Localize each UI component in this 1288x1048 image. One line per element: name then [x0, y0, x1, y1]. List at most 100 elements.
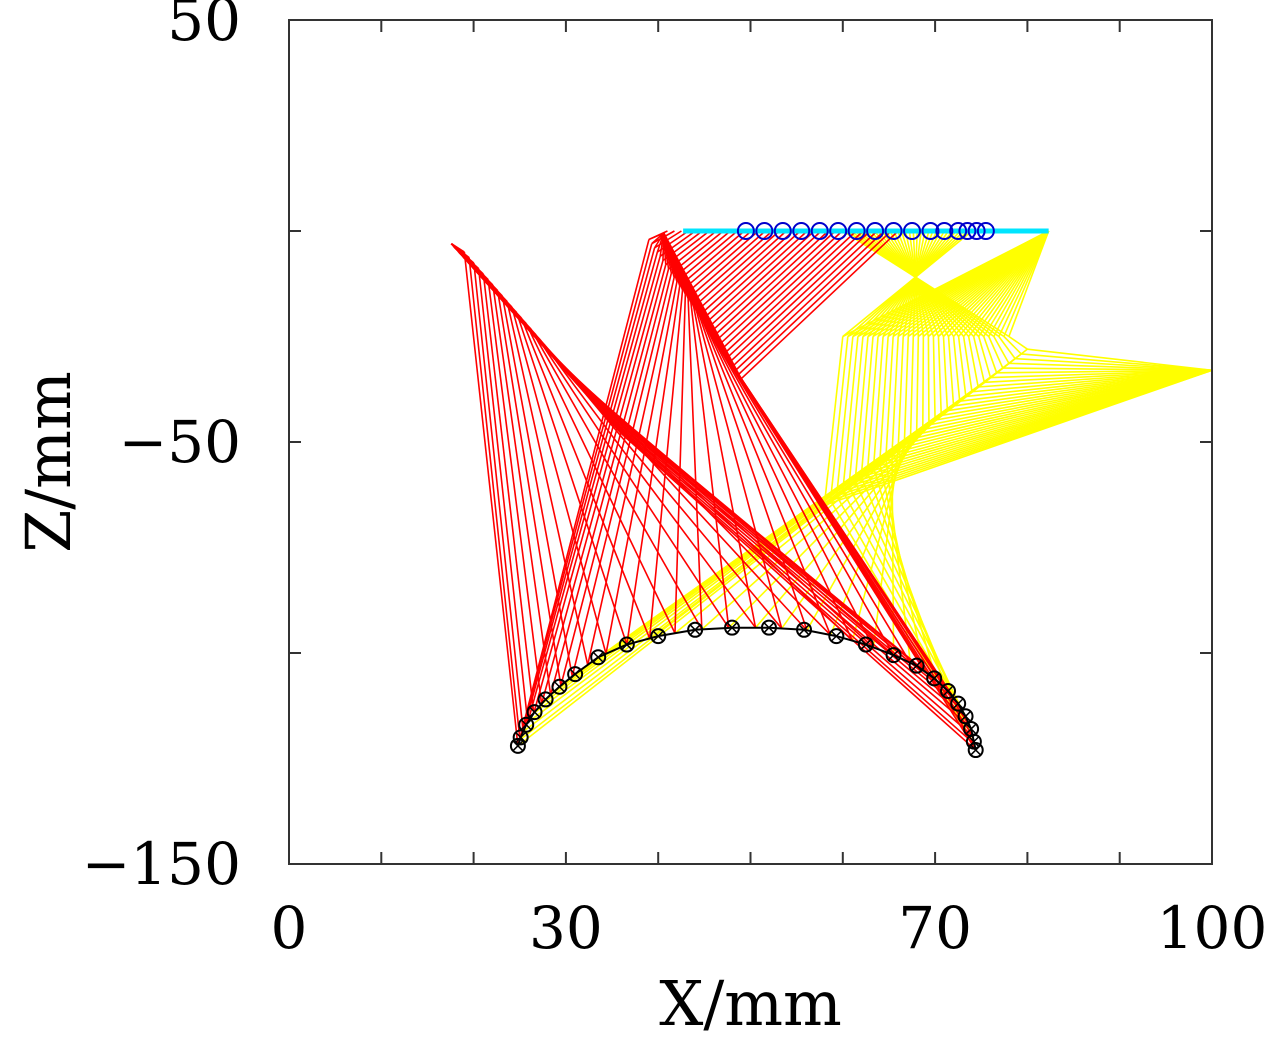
red-link-line — [712, 230, 829, 338]
red-link-line — [473, 263, 524, 732]
red-link-line — [723, 230, 857, 354]
yellow-link-line — [932, 336, 936, 421]
y-axis-label: Z/mm — [12, 371, 85, 553]
yellow-link-line — [962, 336, 973, 392]
red-link-line — [582, 388, 938, 682]
trajectory-point-cross — [942, 685, 954, 697]
trajectory-point-cross — [592, 651, 604, 663]
trajectory-point-cross — [965, 723, 977, 735]
red-link-line — [530, 328, 703, 630]
red-link-line — [729, 230, 871, 363]
joint-marker — [847, 222, 866, 240]
x-tick-label: 70 — [898, 894, 972, 962]
yellow-link-line — [942, 336, 949, 411]
x-tick-label: 100 — [1157, 894, 1268, 962]
trajectory-point-cross — [553, 681, 565, 693]
red-link-line — [517, 239, 650, 747]
red-link-line — [698, 315, 808, 631]
yellow-link-line — [878, 336, 889, 463]
red-link-line — [695, 230, 787, 312]
red-link-line — [620, 432, 977, 751]
red-link-line — [519, 243, 653, 740]
red-link-line — [606, 416, 971, 728]
trajectory-point — [967, 742, 984, 759]
red-link-line — [506, 301, 589, 666]
yellow-link-line — [848, 336, 864, 487]
trajectory-point-cross — [888, 649, 900, 661]
trajectory-point-cross — [763, 622, 775, 634]
red-link-line — [740, 378, 977, 751]
red-link-line — [515, 312, 628, 645]
red-link-line — [520, 317, 651, 639]
red-link-line — [684, 230, 759, 295]
yellow-link-line — [1015, 357, 1213, 372]
red-link-line — [679, 230, 745, 287]
joint-marker — [949, 222, 968, 240]
joint-marker — [967, 222, 986, 240]
yellow-link-line — [988, 336, 1004, 369]
trajectory-point — [567, 666, 584, 683]
red-link-line — [674, 294, 687, 634]
trajectory-point — [518, 716, 535, 733]
joint-marker — [810, 222, 829, 240]
trajectory-point-cross — [569, 668, 581, 680]
red-link-line — [740, 230, 899, 380]
red-link-line — [605, 281, 678, 654]
trajectory-point — [857, 636, 874, 653]
red-link-line — [676, 230, 738, 283]
yellow-link-line — [937, 336, 943, 416]
trajectory-point — [590, 649, 607, 666]
trajectory-point — [950, 695, 967, 712]
red-link-line — [698, 230, 794, 316]
red-link-line — [726, 230, 864, 359]
joint-marker — [903, 222, 922, 240]
axis-ticks — [288, 19, 1213, 865]
trajectory-point-cross — [652, 630, 664, 642]
joint-marker — [792, 222, 811, 240]
red-link-line — [732, 230, 878, 367]
red-link-line — [737, 230, 892, 376]
red-link-line — [721, 230, 850, 350]
x-tick-label: 30 — [529, 894, 603, 962]
yellow-link-line — [998, 336, 1016, 360]
trajectory-point-cross — [860, 639, 872, 651]
trajectory-point — [885, 647, 902, 664]
joint-marker — [773, 222, 792, 240]
joint-marker — [921, 222, 940, 240]
red-link-line — [496, 290, 562, 686]
red-link-line — [626, 285, 681, 645]
yellow-link-line — [891, 336, 899, 454]
red-link-line — [539, 339, 757, 629]
trajectory-point — [551, 678, 568, 695]
yellow-link-line — [872, 336, 884, 468]
yellow-link-line — [829, 336, 849, 501]
trajectory-point — [940, 682, 957, 699]
yellow-link-line — [824, 369, 1213, 507]
joint-marker — [958, 222, 977, 240]
yellow-link-line — [903, 336, 910, 444]
red-link-line — [701, 230, 801, 321]
red-link-line — [663, 232, 742, 380]
yellow-link-line — [977, 336, 992, 378]
yellow-link-line — [909, 336, 915, 440]
red-link-line — [687, 298, 703, 630]
yellow-link-line — [993, 336, 1010, 364]
yellow-link-line — [972, 336, 986, 383]
red-link-line — [535, 334, 730, 629]
red-link-line — [648, 230, 668, 241]
red-link-line — [482, 274, 535, 714]
yellow-link-line — [866, 336, 879, 473]
trajectory-point-cross — [512, 740, 524, 752]
yellow-link-line — [957, 336, 967, 397]
red-link-line — [704, 230, 808, 325]
yellow-link-line — [823, 336, 844, 506]
red-link-line — [692, 306, 757, 628]
x-axis-label: X/mm — [659, 967, 842, 1040]
yellow-link-line — [1027, 348, 1213, 372]
yellow-link-line — [983, 336, 998, 374]
trajectory-point-cross — [515, 731, 527, 743]
trajectory-point-cross — [621, 639, 633, 651]
red-link-line — [718, 230, 843, 346]
red-link-line — [611, 421, 974, 737]
red-link-line — [690, 230, 773, 304]
